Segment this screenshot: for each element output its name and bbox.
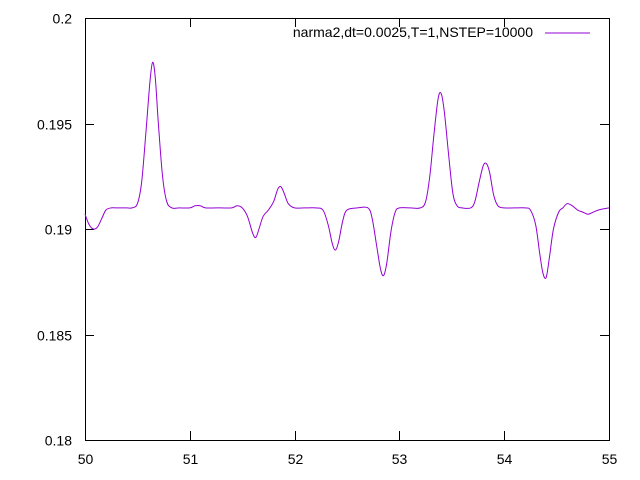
x-axis: 50 51 52 53 54 55	[78, 18, 618, 467]
x-tick-label: 51	[183, 451, 199, 467]
y-tick-label: 0.185	[37, 328, 72, 344]
y-tick-label: 0.2	[53, 11, 73, 27]
legend-label: narma2,dt=0.0025,T=1,NSTEP=10000	[293, 24, 533, 40]
x-tick-label: 55	[602, 451, 618, 467]
x-tick-label: 52	[288, 451, 304, 467]
x-tick-label: 50	[78, 451, 94, 467]
x-tick-label: 54	[497, 451, 513, 467]
series-layer	[84, 61, 610, 279]
x-tick-label: 53	[392, 451, 408, 467]
series-line	[84, 61, 610, 279]
y-tick-label: 0.195	[37, 117, 72, 133]
y-tick-label: 0.19	[45, 222, 72, 238]
y-tick-label: 0.18	[45, 433, 72, 449]
y-axis: 0.18 0.185 0.19 0.195 0.2	[37, 11, 609, 449]
legend: narma2,dt=0.0025,T=1,NSTEP=10000	[293, 24, 590, 40]
